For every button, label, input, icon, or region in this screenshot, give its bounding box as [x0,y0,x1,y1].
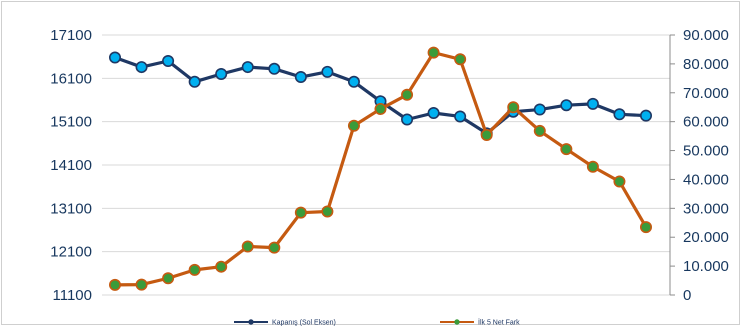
right-tick-label: 40.000 [683,171,729,188]
left-tick-label: 14100 [50,157,92,174]
right-tick-label: 70.000 [683,85,729,102]
kapanis-point [454,110,467,123]
kapanis-point [533,103,546,116]
legend-swatch-ilk5-marker [454,319,460,325]
left-tick-label: 12100 [50,244,92,261]
kapanis-point [321,65,334,78]
ilk5-point [427,46,440,59]
ilk5-point [586,160,599,173]
ilk5-point [480,128,493,141]
legend-swatch-kapanis-marker [248,319,254,325]
ilk5-point [454,53,467,66]
ilk5-point [135,278,148,291]
kapanis-point [639,109,652,122]
kapanis-point [347,75,360,88]
kapanis-point [162,54,175,67]
left-tick-label: 17100 [50,27,92,44]
ilk5-point [294,206,307,219]
left-axis-ticks: 11100 12100 13100 14100 15100 16100 17100 [50,27,92,304]
right-tick-label: 0 [683,287,691,304]
right-tick-label: 10.000 [683,258,729,275]
ilk5-point [109,278,122,291]
left-tick-label: 13100 [50,200,92,217]
ilk5-point [241,240,254,253]
legend-label-ilk5: İlk 5 Net Fark [478,318,520,327]
left-tick-label: 15100 [50,114,92,131]
kapanis-point [560,99,573,112]
kapanis-point [401,113,414,126]
ilk5-point [560,143,573,156]
right-tick-label: 50.000 [683,143,729,160]
ilk5-point [533,124,546,137]
ilk5-point [188,263,201,276]
ilk5-point [321,205,334,218]
ilk5-point [639,221,652,234]
kapanis-point [586,97,599,110]
right-tick-label: 60.000 [683,114,729,131]
right-tick-label: 90.000 [683,27,729,44]
legend-label-kapanis: Kapanış (Sol Eksen) [272,320,336,327]
ilk5-point [507,101,520,114]
kapanis-point [268,62,281,75]
kapanis-point [188,75,201,88]
ilk5-point [401,88,414,101]
kapanis-point [109,51,122,64]
ilk5-point [613,175,626,188]
kapanis-point [241,61,254,74]
ilk5-point [215,260,228,273]
ilk5-point [162,272,175,285]
kapanis-point [294,71,307,84]
kapanis-point [135,61,148,74]
legend: Kapanış (Sol Eksen) İlk 5 Net Fark [234,318,520,327]
right-tick-label: 30.000 [683,200,729,217]
left-tick-label: 11100 [53,287,93,304]
ilk5-point [374,102,387,115]
kapanis-point [215,68,228,81]
kapanis-point [613,108,626,121]
series-layer [109,46,652,291]
left-tick-label: 16100 [50,70,92,87]
kapanis-point [427,107,440,120]
ilk5-point [268,241,281,254]
right-axis-ticks: 0 10.000 20.000 30.000 40.000 50.000 60.000 70.… [669,27,729,304]
ilk5-point [347,119,360,132]
right-tick-label: 20.000 [683,229,729,246]
right-tick-label: 80.000 [683,56,729,73]
